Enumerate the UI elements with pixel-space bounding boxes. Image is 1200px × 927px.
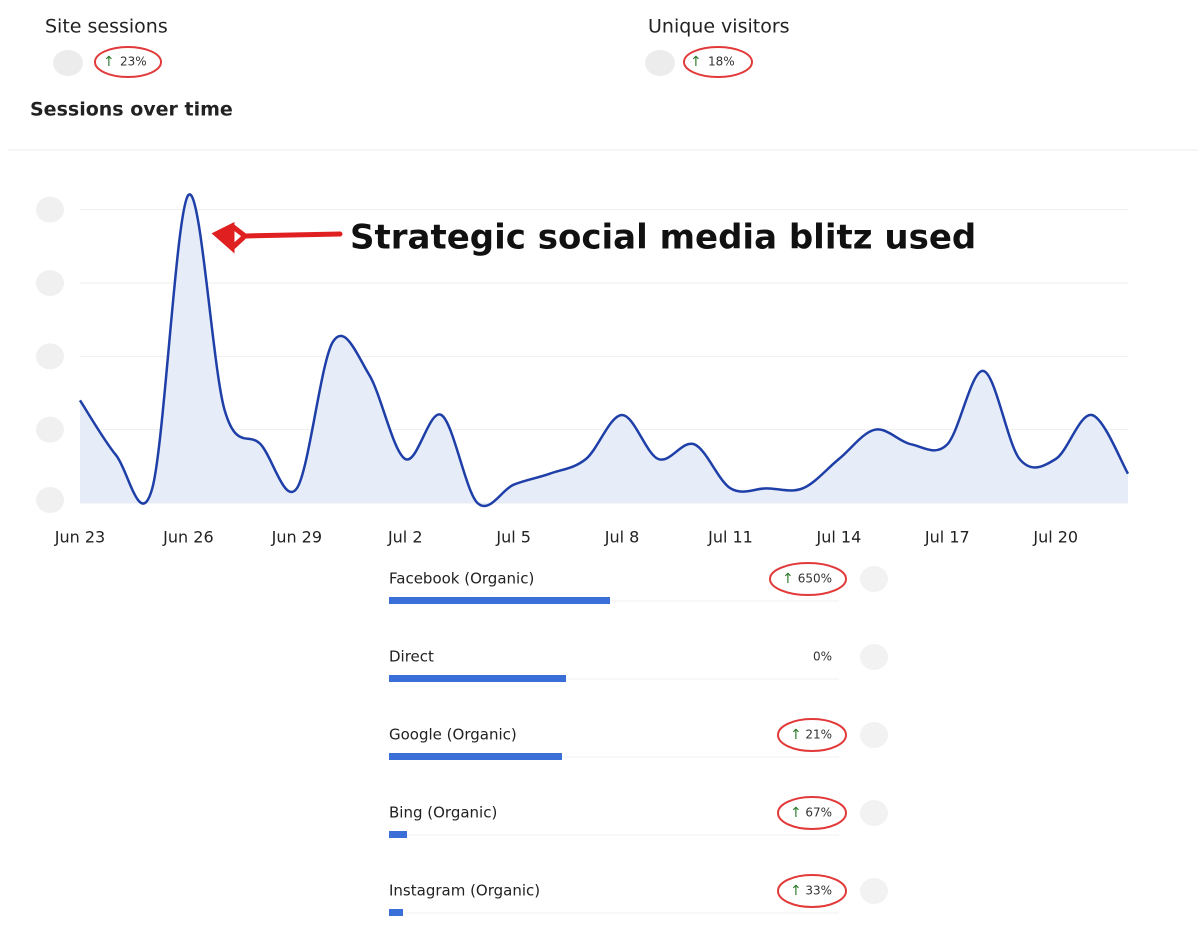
x-tick-label: Jul 17	[924, 528, 970, 547]
bar	[389, 597, 610, 604]
source-label: Google (Organic)	[389, 726, 517, 744]
change: 650%	[798, 572, 832, 586]
annotation: Strategic social media blitz used	[350, 218, 976, 258]
line	[78, 193, 1130, 507]
blurred-value	[860, 878, 888, 904]
blurred-value	[53, 50, 83, 76]
x-tick-label: Jul 14	[816, 528, 862, 547]
annotation-arrow	[211, 221, 343, 254]
highlight-circle	[769, 562, 847, 596]
x-tick-label: Jul 20	[1032, 528, 1078, 547]
change: 67%	[805, 806, 832, 820]
blurred-value	[860, 566, 888, 592]
x-tick-label: Jul 2	[387, 528, 423, 547]
up-arrow: ↑	[790, 727, 802, 743]
stat-change: 23%	[120, 55, 147, 69]
change: 0%	[813, 650, 832, 664]
x-tick-label: Jul 11	[707, 528, 753, 547]
up-arrow: ↑	[690, 54, 702, 70]
highlight-circle	[777, 796, 847, 830]
x-tick-label: Jun 29	[271, 528, 322, 547]
blurred-tick-label	[36, 487, 64, 513]
bar	[389, 909, 403, 916]
blurred-tick-label	[36, 416, 64, 443]
up-arrow: ↑	[103, 54, 115, 70]
x-tick-label: Jul 5	[495, 528, 531, 547]
x-tick-label: Jul 8	[604, 528, 640, 547]
highlight-circle	[683, 46, 753, 78]
blurred-tick-label	[36, 196, 64, 223]
blurred-value	[860, 800, 888, 826]
up-arrow: ↑	[790, 805, 802, 821]
highlight-circle	[777, 718, 847, 752]
source-label: Bing (Organic)	[389, 804, 497, 822]
highlight-circle	[94, 46, 162, 78]
source-label: Direct	[389, 648, 434, 666]
blurred-tick-label	[36, 270, 64, 296]
source-label: Instagram (Organic)	[389, 882, 540, 900]
x-tick-label: Jun 23	[54, 528, 105, 547]
up-arrow: ↑	[790, 883, 802, 899]
blurred-tick-label	[36, 343, 64, 370]
blurred-value	[645, 50, 675, 76]
stat-change: 18%	[708, 55, 735, 69]
up-arrow: ↑	[782, 571, 794, 587]
source-label: Facebook (Organic)	[389, 570, 534, 588]
highlight-circle	[777, 874, 847, 908]
chart-title: Sessions over time	[30, 99, 233, 121]
change: 33%	[805, 884, 832, 898]
bar	[389, 753, 562, 760]
change: 21%	[805, 728, 832, 742]
stat-label: Site sessions	[45, 16, 168, 38]
bar	[389, 675, 566, 682]
x-tick-label: Jun 26	[162, 528, 213, 547]
stat-label: Unique visitors	[648, 16, 790, 38]
blurred-value	[860, 722, 888, 748]
area	[80, 194, 1128, 507]
bar	[389, 831, 407, 838]
blurred-value	[860, 644, 888, 670]
